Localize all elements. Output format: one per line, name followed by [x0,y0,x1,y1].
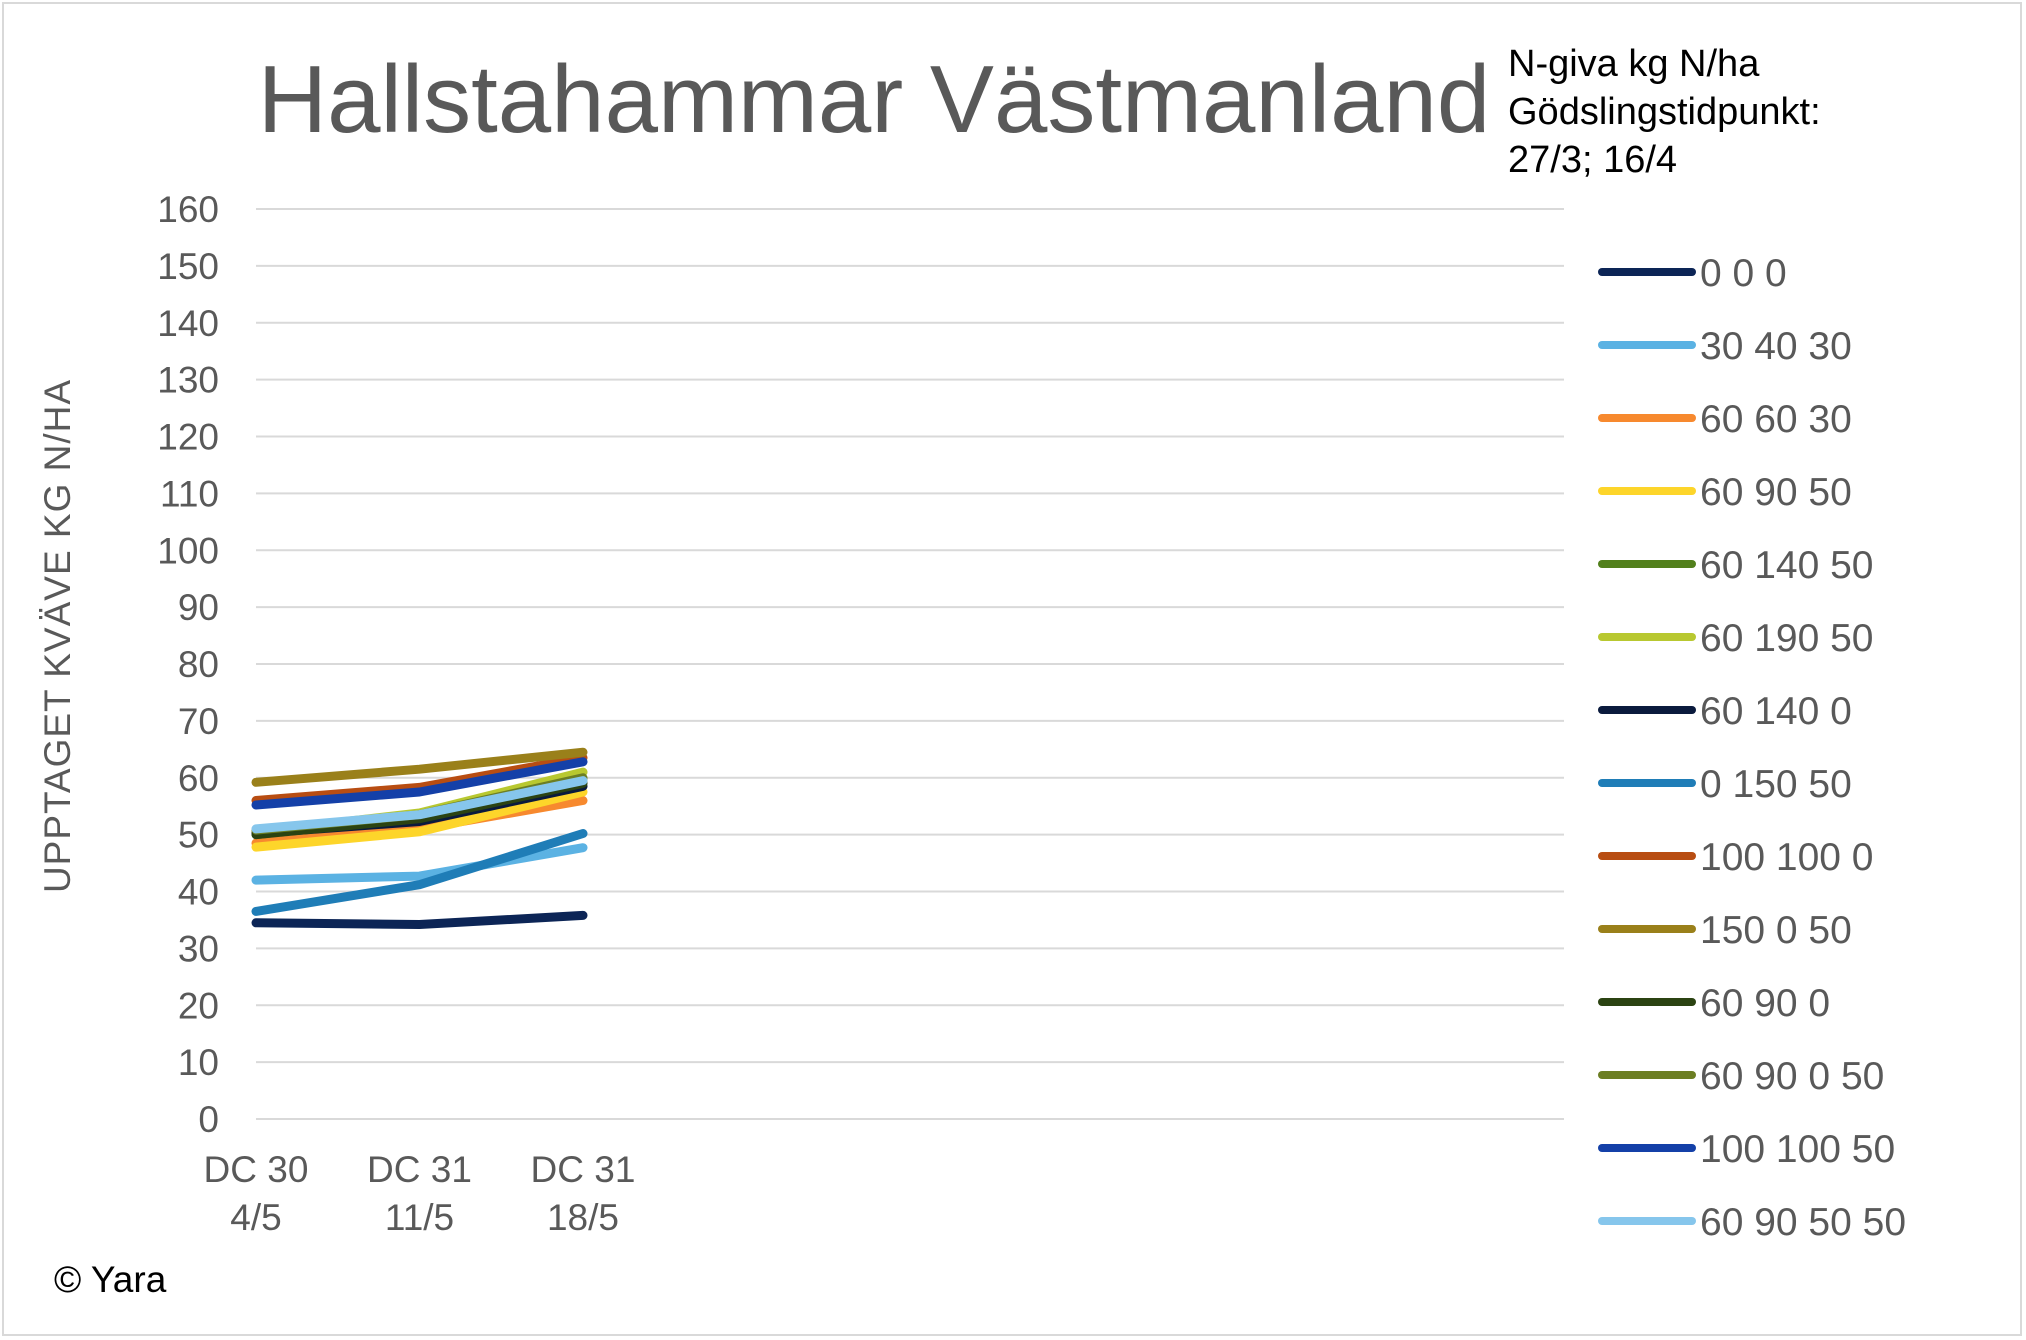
y-tick-label: 120 [157,417,219,458]
legend-label: 60 60 30 [1700,398,1852,441]
y-tick-label: 20 [178,985,219,1026]
series-line-1 [251,843,588,885]
x-tick-label: DC 31 [367,1149,472,1190]
legend-item: 60 90 0 [1598,982,1830,1025]
legend: 0 0 0 30 40 30 60 60 30 60 90 50 60 140 50 60… [1598,252,1906,1244]
fertilization-note-line-3: 27/3; 16/4 [1508,139,1677,181]
legend-item: 150 0 50 [1598,909,1852,952]
legend-label: 60 90 0 [1700,982,1830,1025]
x-tick-label: 18/5 [547,1197,619,1238]
y-tick-label: 60 [178,758,219,799]
y-tick-label: 40 [178,872,219,913]
legend-label: 60 90 0 50 [1700,1055,1884,1098]
series-line-7 [251,829,588,916]
legend-label: 0 150 50 [1700,763,1852,806]
series-line-0 [251,910,588,929]
legend-item: 100 100 0 [1598,836,1874,879]
copyright-text: © Yara [54,1259,167,1300]
y-tick-label: 0 [198,1099,219,1140]
legend-item: 60 140 50 [1598,544,1874,587]
legend-label: 60 190 50 [1700,617,1874,660]
fertilization-note-line-2: Gödslingstidpunkt: [1508,91,1821,133]
y-tick-label: 90 [178,587,219,628]
x-axis-ticks: DC 30 4/5 DC 31 11/5 DC 31 18/5 [204,1149,636,1238]
legend-label: 60 140 50 [1700,544,1874,587]
y-tick-label: 140 [157,303,219,344]
x-tick-label: 4/5 [230,1197,281,1238]
legend-label: 30 40 30 [1700,325,1852,368]
y-tick-label: 80 [178,644,219,685]
y-axis-label: UPPTAGET KVÄVE KG N/HA [37,379,78,893]
y-axis-ticks: 0 10 20 30 40 50 60 70 80 90 100 110 120 130 140 150 160 [157,189,219,1140]
legend-item: 60 90 50 [1598,471,1852,514]
legend-item: 60 60 30 [1598,398,1852,441]
legend-item: 100 100 50 [1598,1128,1895,1171]
legend-item: 60 90 0 50 [1598,1055,1884,1098]
series-line-12 [251,757,588,810]
chart: Hallstahammar Västmanland N-giva kg N/ha… [37,43,1906,1300]
series-line-3 [251,787,588,852]
y-tick-label: 130 [157,360,219,401]
legend-label: 60 90 50 [1700,471,1852,514]
legend-item: 60 90 50 50 [1598,1201,1906,1244]
legend-item: 60 190 50 [1598,617,1874,660]
y-tick-label: 50 [178,815,219,856]
legend-label: 100 100 0 [1700,836,1874,879]
legend-label: 60 90 50 50 [1700,1201,1906,1244]
series-line-9 [251,747,588,787]
legend-item: 0 150 50 [1598,763,1852,806]
y-tick-label: 110 [160,473,219,514]
y-tick-label: 150 [157,246,219,287]
legend-label: 150 0 50 [1700,909,1852,952]
y-tick-label: 10 [178,1042,219,1083]
legend-label: 0 0 0 [1700,252,1787,295]
x-tick-label: DC 31 [531,1149,636,1190]
chart-title: Hallstahammar Västmanland [258,46,1491,153]
legend-label: 60 140 0 [1700,690,1852,733]
gridlines [256,208,1564,1120]
y-tick-label: 100 [157,530,219,571]
fertilization-note-line-1: N-giva kg N/ha [1508,43,1760,85]
y-tick-label: 70 [178,701,219,742]
x-tick-label: 11/5 [385,1197,454,1238]
legend-item: 60 140 0 [1598,690,1852,733]
series-lines [251,747,588,929]
x-tick-label: DC 30 [204,1149,309,1190]
legend-label: 100 100 50 [1700,1128,1895,1171]
y-tick-label: 160 [157,189,219,230]
y-tick-label: 30 [178,928,219,969]
series-line-13 [251,776,588,834]
legend-item: 30 40 30 [1598,325,1852,368]
legend-item: 0 0 0 [1598,252,1787,295]
